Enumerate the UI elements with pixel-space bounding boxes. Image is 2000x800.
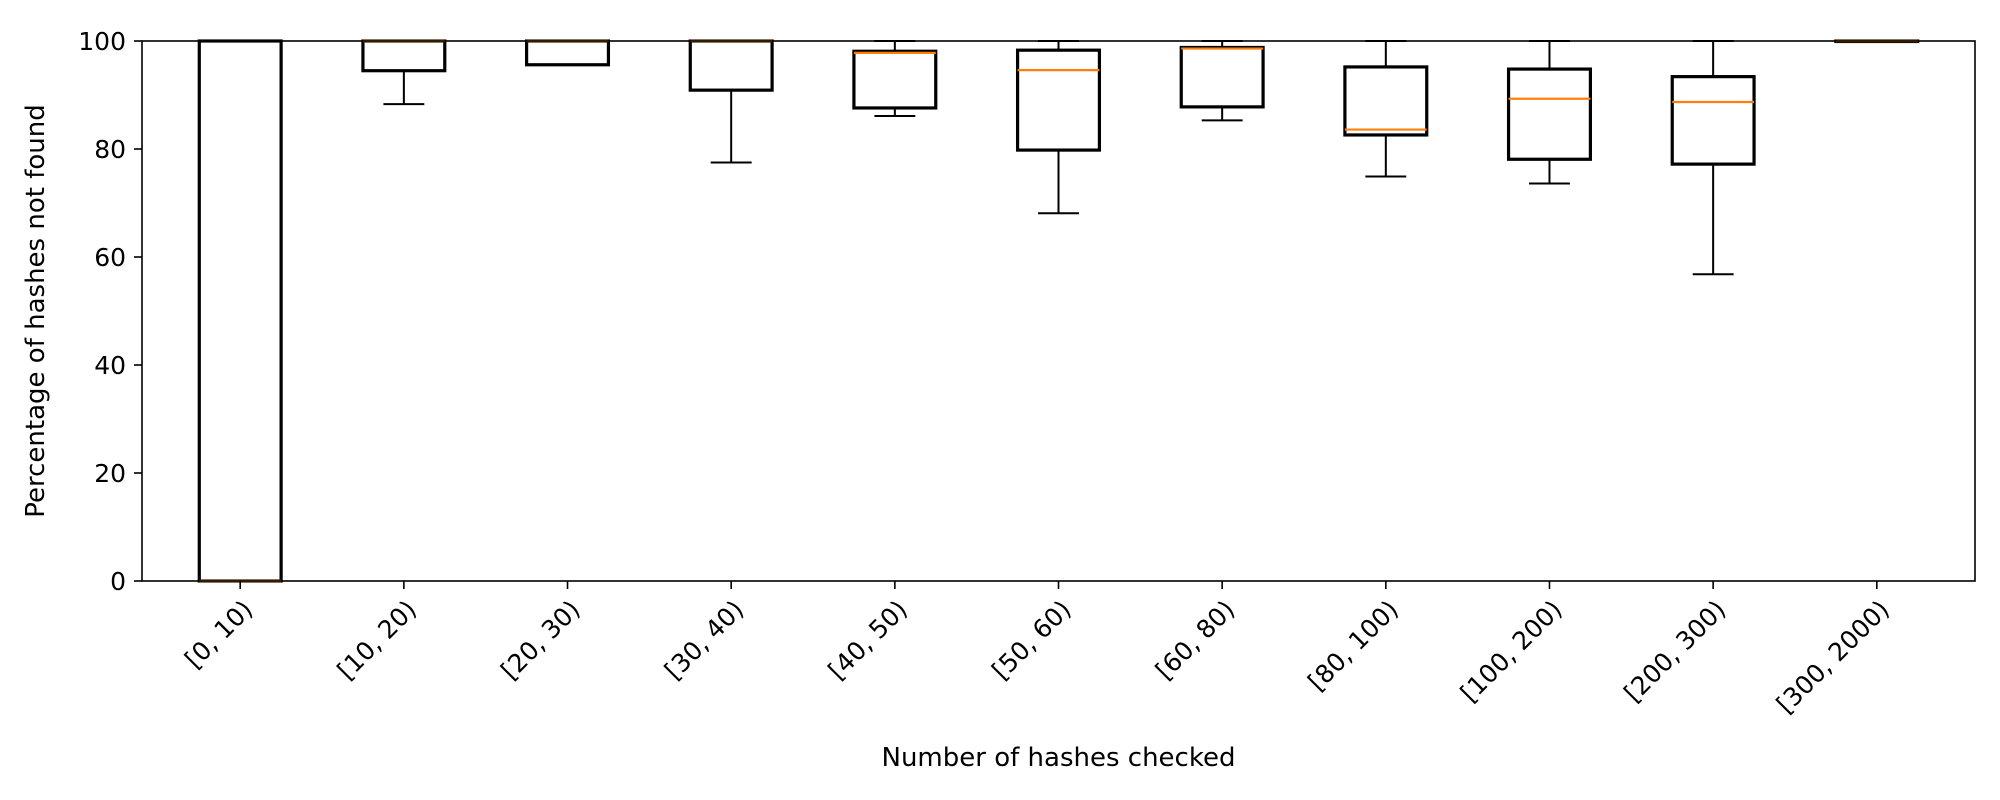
x-tick-label: [50, 60) xyxy=(986,595,1077,686)
x-tick-label: [40, 50) xyxy=(823,595,914,686)
y-tick-label: 0 xyxy=(110,567,126,596)
y-axis-ticks: 0 20 40 60 80 100 xyxy=(78,27,142,596)
box xyxy=(361,39,447,73)
box-group xyxy=(1343,40,1429,178)
plot-marks xyxy=(197,39,1920,583)
x-tick-label: [10, 20) xyxy=(332,595,423,686)
box-group xyxy=(1179,40,1265,122)
x-tick-label: [80, 100) xyxy=(1302,595,1404,697)
y-tick-label: 60 xyxy=(94,243,126,272)
box xyxy=(1506,67,1592,161)
box-group xyxy=(525,39,611,67)
x-tick-label: [20, 30) xyxy=(495,595,586,686)
box xyxy=(688,39,774,92)
box xyxy=(1179,45,1265,109)
y-tick-label: 20 xyxy=(94,459,126,488)
x-tick-label: [30, 40) xyxy=(659,595,750,686)
box xyxy=(852,49,938,110)
box xyxy=(525,39,611,67)
x-axis-title: Number of hashes checked xyxy=(882,743,1236,773)
x-tick-label: [60, 80) xyxy=(1150,595,1241,686)
x-tick-label: [200, 300) xyxy=(1618,595,1731,708)
box-group xyxy=(1670,40,1756,276)
box-group xyxy=(1015,40,1102,215)
box-group xyxy=(688,39,774,164)
box-group xyxy=(852,40,938,118)
y-axis-title: Percentage of hashes not found xyxy=(21,104,51,517)
box xyxy=(1015,48,1102,152)
x-tick-label: [0, 10) xyxy=(179,595,258,674)
box-group xyxy=(197,39,283,583)
box-group xyxy=(361,39,447,106)
box xyxy=(1670,75,1756,166)
x-axis-ticks: [0, 10) [10, 20) [20, 30) [30, 40) [40, 50) [… xyxy=(179,581,1895,719)
y-tick-label: 80 xyxy=(94,135,126,164)
x-tick-label: [300, 2000) xyxy=(1771,595,1895,719)
box-group xyxy=(1506,40,1592,185)
box xyxy=(1343,65,1429,137)
x-tick-label: [100, 200) xyxy=(1455,595,1568,708)
y-tick-label: 100 xyxy=(78,27,126,56)
plot-frame xyxy=(141,40,1976,582)
box xyxy=(197,39,283,583)
y-tick-label: 40 xyxy=(94,351,126,380)
